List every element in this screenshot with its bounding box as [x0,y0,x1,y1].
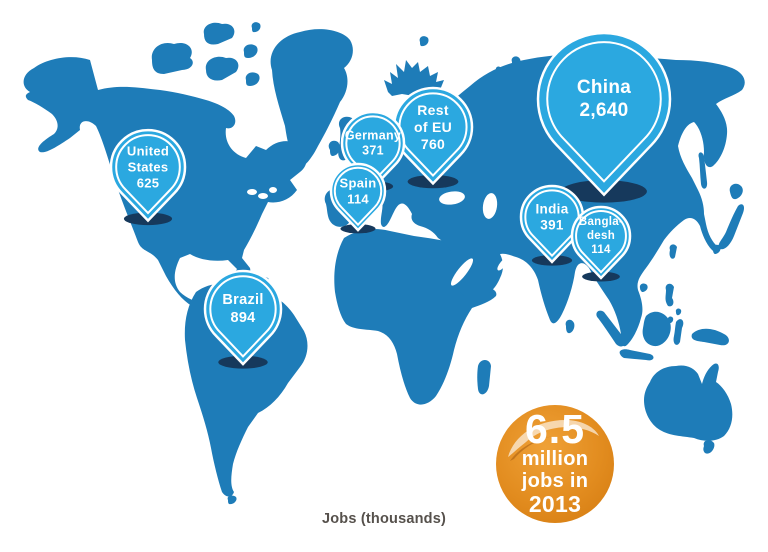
badge-line-jobs-in: jobs in [521,469,589,492]
pin-label: States [128,160,169,175]
badge-total-value: 6.5 [525,406,585,453]
pin-inner-ring [345,115,401,184]
pin-inner-ring [209,275,277,358]
pin-value: 114 [347,191,369,206]
pin-body [329,162,387,232]
inland-seas [247,187,509,286]
pin-body [109,128,187,223]
badge-line-million: million [521,448,589,471]
madagascar [477,360,491,395]
greenland [270,29,353,168]
pin-value: 760 [421,136,445,152]
australia-and-tasmania [644,363,733,454]
pin-label: Germany [345,128,401,142]
badge-line-year: 2013 [528,490,582,517]
pin-inner-ring [546,41,662,183]
jobs-caption: Jobs (thousands) [321,511,447,527]
sri-lanka [565,319,575,334]
caspian-sea [482,193,498,219]
continent-south-america [184,283,308,505]
total-jobs-badge: 6.5 million jobs in 2013 [496,405,614,523]
great-lakes [258,193,268,199]
canadian-arctic-islands [151,22,261,87]
pin-label: Brazil [222,292,263,308]
pin-label: Bangla- [579,216,623,228]
pin-label: China [577,77,631,98]
pin-value: 391 [540,218,564,233]
great-lakes [269,187,277,193]
map-pin-brazil: Brazil 894 [203,269,283,369]
pin-value: 894 [230,310,255,326]
pin-inner-ring [115,134,181,215]
sakhalin [698,152,708,189]
pin-value: 371 [362,144,384,158]
pin-value: 114 [591,244,611,256]
pin-body [203,269,283,366]
pin-label: India [535,201,568,216]
persian-gulf [497,257,509,271]
pin-body [536,31,672,197]
pin-label: of EU [414,119,452,135]
pin-inner-ring [333,166,383,227]
pin-label: desh [587,230,615,242]
map-pin-india: India 391 [519,184,585,266]
map-pin-bangladesh: Bangla-desh 114 [570,205,632,282]
pin-value: 2,640 [579,100,628,121]
pin-label: Spain [340,176,377,191]
pin-label: United [127,144,169,159]
pin-value: 625 [137,175,160,190]
red-sea [450,258,474,286]
pin-body [570,205,632,280]
pin-label: Rest [417,102,449,118]
black-sea [439,191,465,205]
pin-inner-ring [575,210,627,274]
great-lakes [247,189,257,195]
southeast-asia-islands [596,244,729,361]
japan [712,183,745,254]
